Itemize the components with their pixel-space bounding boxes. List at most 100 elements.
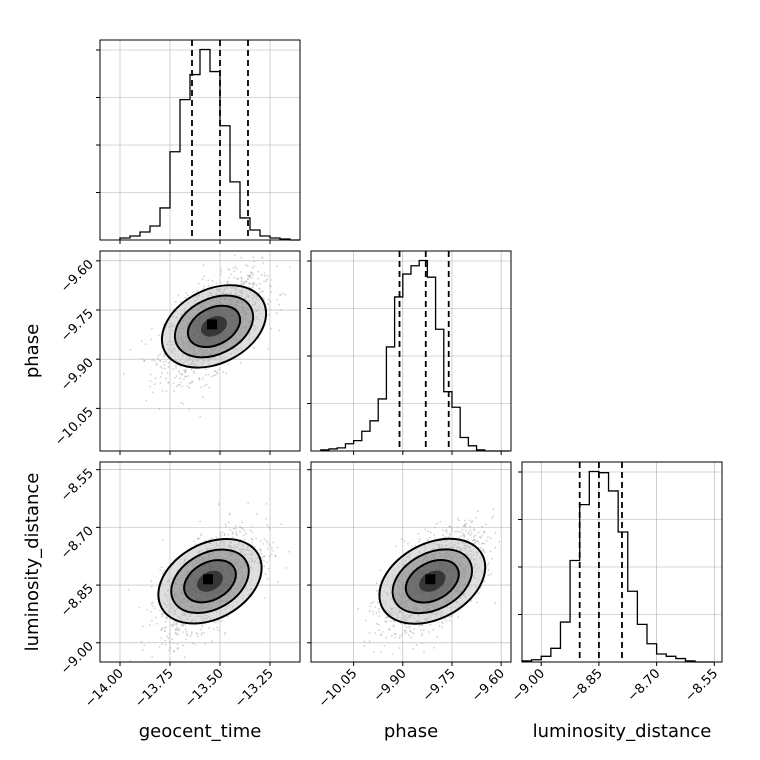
scatter-point	[163, 630, 166, 632]
scatter-point	[285, 566, 288, 569]
scatter-point	[229, 273, 232, 276]
scatter-point	[204, 642, 207, 645]
scatter-point	[247, 278, 249, 281]
scatter-point	[399, 622, 402, 625]
scatter-point	[184, 375, 187, 378]
scatter-point	[182, 624, 185, 627]
scatter-point	[227, 277, 230, 279]
scatter-point	[253, 282, 255, 284]
scatter-point	[199, 520, 201, 523]
scatter-point	[203, 384, 206, 387]
scatter-point	[200, 533, 203, 535]
scatter-point	[404, 623, 406, 626]
scatter-point	[242, 534, 245, 537]
scatter-point	[173, 390, 176, 393]
scatter-point	[185, 631, 188, 633]
scatter-point	[183, 369, 186, 372]
scatter-point	[484, 523, 487, 526]
scatter-point	[171, 638, 173, 641]
scatter-point	[197, 377, 200, 380]
scatter-point	[202, 287, 205, 290]
scatter-point	[438, 625, 441, 627]
scatter-point	[404, 630, 407, 632]
scatter-point	[151, 327, 153, 330]
scatter-point	[262, 555, 265, 558]
scatter-point	[476, 601, 478, 604]
scatter-point	[154, 616, 157, 619]
scatter-point	[394, 633, 397, 636]
scatter-point	[357, 607, 360, 610]
scatter-point	[228, 513, 231, 516]
scatter-point	[204, 373, 207, 376]
scatter-point	[159, 569, 162, 572]
scatter-point	[244, 264, 247, 267]
scatter-point	[165, 360, 167, 363]
scatter-point	[232, 527, 235, 530]
scatter-point	[223, 532, 226, 535]
scatter-point	[240, 280, 243, 283]
scatter-point	[249, 274, 252, 277]
scatter-point	[236, 278, 239, 280]
scatter-point	[207, 373, 210, 376]
scatter-point	[480, 547, 482, 550]
x-axis-label-luminosity_distance: luminosity_distance	[533, 721, 712, 742]
contour-line	[186, 304, 242, 348]
density-peak	[425, 574, 436, 585]
scatter-point	[408, 627, 411, 629]
scatter-point	[398, 634, 401, 637]
scatter-point	[263, 565, 266, 568]
scatter-point	[266, 524, 269, 527]
scatter-point	[270, 553, 273, 556]
scatter-point	[489, 550, 492, 553]
scatter-point	[473, 529, 476, 531]
scatter-point	[227, 363, 230, 366]
scatter-point	[196, 635, 199, 638]
scatter-point	[227, 521, 230, 524]
scatter-point	[451, 614, 454, 617]
scatter-point	[156, 622, 159, 625]
scatter-point	[213, 370, 216, 373]
scatter-point	[199, 415, 202, 418]
scatter-point	[158, 408, 161, 411]
scatter-point	[191, 642, 194, 645]
scatter-point	[247, 501, 249, 504]
panel-geocent_time-luminosity_distance	[99, 461, 301, 663]
scatter-point	[149, 379, 152, 382]
scatter-point	[393, 625, 395, 628]
scatter-point	[456, 517, 459, 520]
scatter-point	[175, 626, 178, 629]
scatter-point	[176, 647, 179, 650]
scatter-point	[161, 627, 164, 630]
scatter-point	[172, 621, 175, 624]
scatter-point	[189, 635, 192, 638]
scatter-point	[175, 375, 178, 378]
scatter-point	[252, 286, 254, 288]
scatter-point	[145, 399, 147, 402]
scatter-point	[203, 285, 206, 288]
scatter-point	[186, 385, 189, 387]
scatter-point	[143, 644, 146, 646]
scatter-point	[279, 293, 282, 296]
scatter-point	[151, 620, 153, 622]
scatter-point	[433, 526, 436, 529]
scatter-point	[161, 538, 164, 541]
scatter-point	[277, 581, 279, 583]
scatter-point	[372, 601, 375, 603]
scatter-point	[151, 391, 154, 394]
scatter-point	[261, 256, 264, 259]
scatter-point	[252, 256, 255, 259]
scatter-point	[184, 370, 187, 373]
scatter-point	[174, 628, 177, 631]
scatter-point	[160, 566, 163, 569]
scatter-point	[379, 633, 382, 636]
scatter-point	[266, 560, 268, 563]
scatter-point	[421, 624, 423, 627]
scatter-point	[219, 535, 222, 537]
scatter-point	[487, 569, 490, 571]
scatter-point	[398, 647, 401, 650]
scatter-point	[411, 631, 414, 634]
scatter-point	[250, 276, 253, 279]
scatter-point	[216, 372, 219, 375]
scatter-point	[216, 619, 219, 622]
